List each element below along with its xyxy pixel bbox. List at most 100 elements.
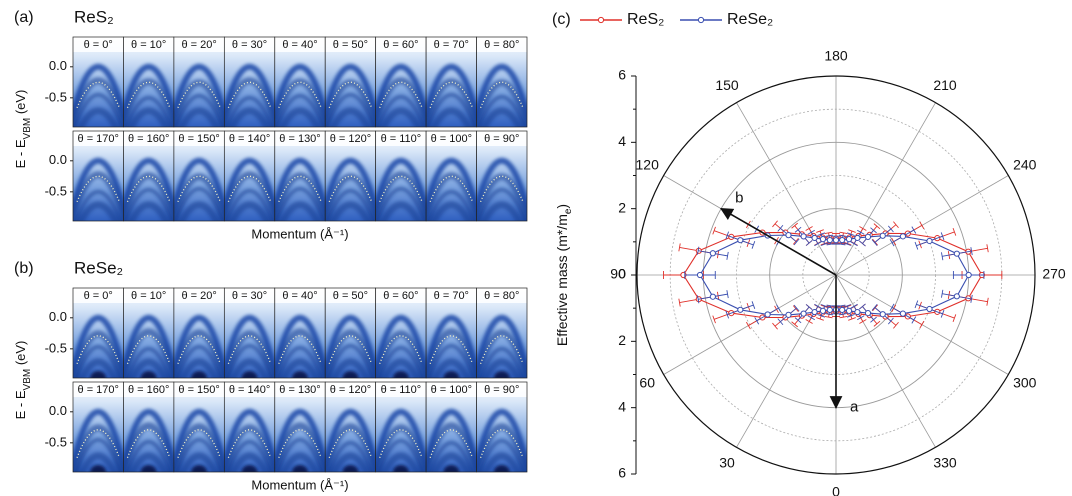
band xyxy=(78,358,118,378)
band-fit xyxy=(227,175,272,203)
band xyxy=(123,64,174,125)
data-point xyxy=(785,232,792,239)
angle-label: θ = 10° xyxy=(131,290,166,302)
angle-label: θ = 50° xyxy=(333,290,368,302)
band xyxy=(229,452,270,472)
band xyxy=(476,173,527,221)
band xyxy=(127,107,170,127)
image-frame xyxy=(476,36,528,128)
band xyxy=(482,452,522,472)
error-cap xyxy=(986,297,989,306)
band xyxy=(274,422,326,472)
error-cap xyxy=(820,242,829,246)
band xyxy=(123,187,174,221)
band xyxy=(426,78,477,127)
band xyxy=(426,172,477,221)
band-fit xyxy=(278,175,322,203)
band xyxy=(379,201,423,221)
arpes-image xyxy=(476,131,527,221)
error-cap xyxy=(859,319,867,324)
band xyxy=(228,107,271,127)
label-band xyxy=(274,288,326,303)
label-band xyxy=(123,288,174,303)
label-band xyxy=(476,288,527,303)
band xyxy=(476,423,527,472)
error-cap xyxy=(697,295,700,304)
band xyxy=(330,452,371,472)
y-axis-label: E - EVBM (eV) xyxy=(13,341,33,420)
data-point xyxy=(854,234,861,242)
band xyxy=(123,422,174,472)
label-band xyxy=(375,37,427,52)
data-point xyxy=(709,293,716,300)
image-frame xyxy=(476,381,528,473)
data-point xyxy=(826,236,833,244)
band xyxy=(476,158,527,219)
error-cap xyxy=(754,317,760,325)
arrow-label: a xyxy=(850,399,859,416)
angle-label: θ = 170° xyxy=(78,384,119,396)
label-band xyxy=(325,288,376,303)
data-point xyxy=(926,305,933,313)
error-cap xyxy=(857,315,865,321)
band xyxy=(173,64,225,125)
arpes-image xyxy=(426,131,477,221)
band xyxy=(375,186,427,221)
error-cap xyxy=(919,320,925,329)
radial-tick-label: 6 xyxy=(618,67,626,83)
label-band xyxy=(426,382,477,397)
band xyxy=(375,77,427,127)
error-cap xyxy=(940,309,945,318)
band xyxy=(325,329,376,378)
band xyxy=(428,441,474,472)
angle-tick-label: 60 xyxy=(639,375,655,391)
band xyxy=(480,107,524,127)
band xyxy=(173,79,225,127)
data-point xyxy=(899,233,907,240)
error-cap xyxy=(846,232,855,236)
band-bottom xyxy=(90,371,107,378)
error-cap xyxy=(817,314,826,318)
label-band xyxy=(274,382,326,397)
error-cap xyxy=(820,304,829,308)
data-point xyxy=(864,310,872,317)
band xyxy=(377,439,425,472)
label-band xyxy=(426,131,477,146)
data-point xyxy=(839,236,846,244)
y-tick-label: 0.0 xyxy=(49,309,67,324)
band xyxy=(274,158,326,219)
band-bottom xyxy=(342,371,359,378)
arpes-image xyxy=(426,288,477,378)
band xyxy=(280,358,320,378)
error-cap xyxy=(893,221,899,229)
data-point xyxy=(839,306,846,314)
error-cap xyxy=(859,303,866,310)
angle-label: θ = 70° xyxy=(434,39,469,51)
angle-label: θ = 130° xyxy=(279,384,320,396)
radial-tick-label: 0 xyxy=(618,266,626,282)
error-cap xyxy=(952,227,957,236)
label-band xyxy=(123,37,174,52)
band-fit xyxy=(177,175,221,203)
band xyxy=(73,171,124,221)
band-fit xyxy=(278,81,322,109)
y-axis-label-part: (eV) xyxy=(13,90,28,118)
arpes-image xyxy=(476,37,527,127)
band xyxy=(228,201,271,221)
band xyxy=(325,92,376,127)
y-tick-label: 0.0 xyxy=(49,58,67,73)
y-axis-label-part: e xyxy=(563,208,574,214)
band xyxy=(78,452,118,472)
data-point xyxy=(811,234,818,242)
data-point xyxy=(819,307,827,314)
data-point xyxy=(785,311,792,318)
band xyxy=(123,172,174,221)
data-point xyxy=(864,233,872,240)
y-tick-label: 0.0 xyxy=(49,152,67,167)
band xyxy=(325,158,376,219)
band xyxy=(224,188,275,221)
angle-tick-label: 180 xyxy=(824,48,848,64)
y-tick-label: -0.5 xyxy=(45,434,67,449)
arpes-image xyxy=(123,288,174,378)
arpes-image xyxy=(224,37,275,127)
